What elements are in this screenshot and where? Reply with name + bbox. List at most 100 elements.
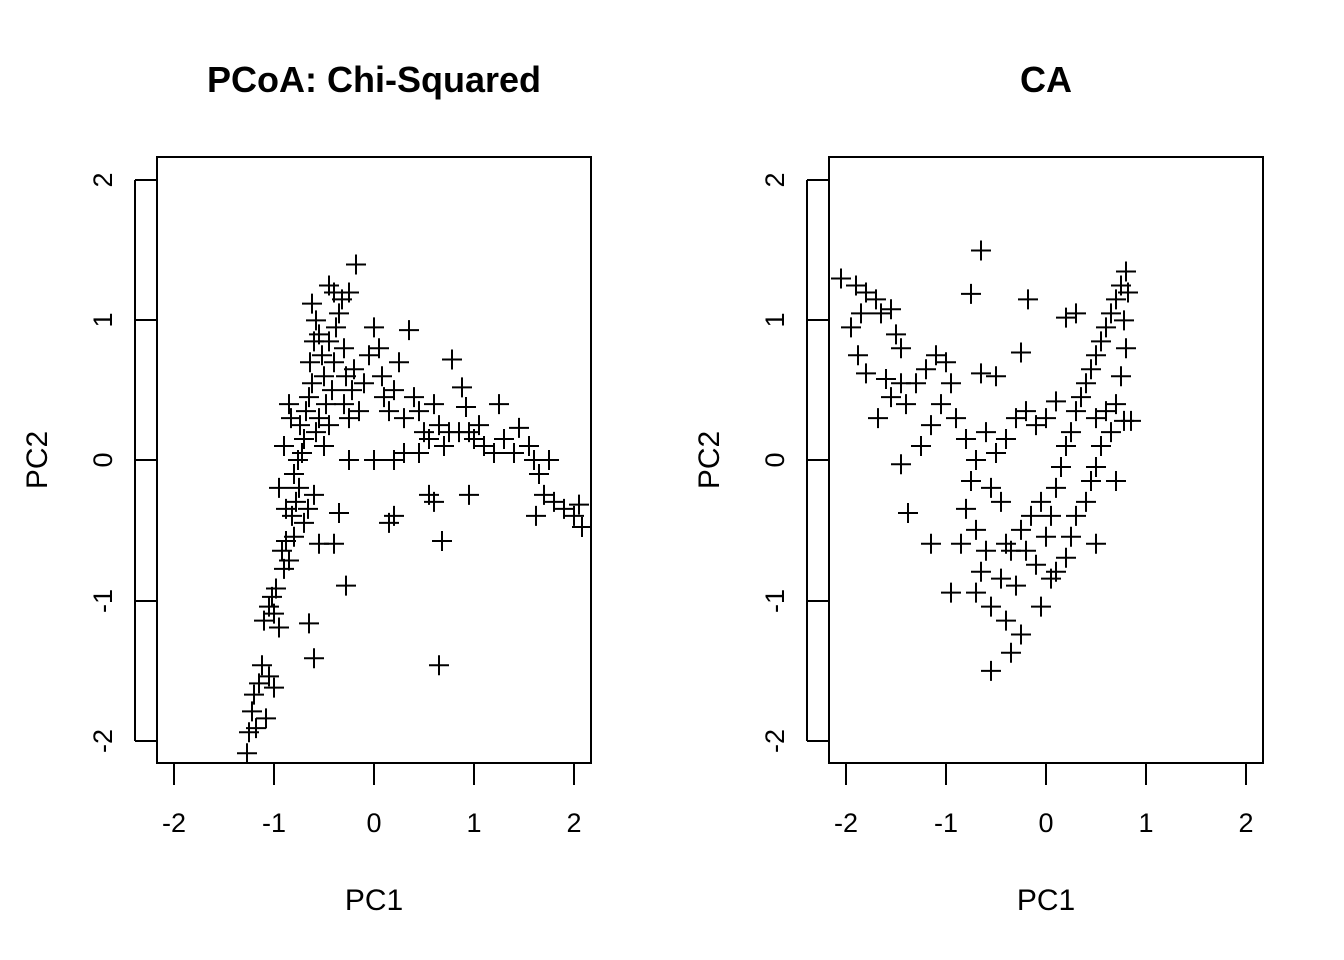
data-point [342,380,362,401]
data-point [961,470,981,491]
data-point [1086,408,1106,429]
data-point [529,463,549,484]
data-point [1011,519,1031,540]
data-point [432,530,452,551]
data-point [996,610,1016,631]
data-point [256,708,276,729]
data-point [991,491,1011,512]
y-tick-label: 0 [760,452,790,467]
panel-pcoa: PCoA: Chi-Squared -2 -1 0 1 2 -2 -1 0 1 [21,59,592,917]
data-point [269,477,289,498]
data-point [319,275,339,296]
data-point [956,429,976,450]
data-point [848,345,868,366]
data-point [289,477,309,498]
data-point [1121,410,1141,431]
y-tick-label: 1 [760,312,790,327]
data-point [1101,422,1121,443]
data-point [1021,505,1041,526]
data-point [246,718,266,739]
data-point [319,331,339,352]
data-point [284,463,304,484]
data-point [274,436,294,457]
data-point [1086,456,1106,477]
data-point [961,283,981,304]
data-point [896,394,916,415]
data-point [951,533,971,554]
data-point [891,338,911,359]
data-point [1011,624,1031,645]
data-point [329,503,349,524]
data-point [384,380,404,401]
data-point [916,359,936,380]
data-point [1066,303,1086,324]
chart-title: PCoA: Chi-Squared [207,59,541,100]
data-point [262,586,282,607]
data-point [1106,289,1126,310]
x-tick-label: -1 [934,808,958,838]
data-point [452,377,472,398]
data-point [489,394,509,415]
data-point [409,401,429,422]
data-point [971,240,991,261]
data-point [891,454,911,475]
data-point [298,498,318,519]
x-tick-label: -2 [834,808,858,838]
data-point [1031,491,1051,512]
data-point [946,408,966,429]
data-point [346,254,366,275]
data-point [306,422,326,443]
y-tick-label: 2 [88,172,118,187]
data-point [1046,477,1066,498]
data-point [494,429,514,450]
data-point [509,417,529,438]
data-point [941,582,961,603]
y-tick-label: 2 [760,172,790,187]
data-point [314,436,334,457]
data-point [404,387,424,408]
data-point [409,443,429,464]
data-point [384,505,404,526]
data-point [296,401,316,422]
data-point [399,320,419,341]
data-point [519,436,539,457]
data-point [981,660,1001,681]
data-point [876,369,896,390]
data-point [276,498,296,519]
data-point [841,317,861,338]
y-axis-label: PC2 [693,431,726,489]
scatter-points [237,254,592,764]
data-point [906,373,926,394]
x-axis-label: PC1 [345,884,403,917]
data-point [539,450,559,470]
y-tick-label: 1 [88,312,118,327]
data-point [1036,526,1056,547]
data-point [831,268,851,289]
data-point [564,505,584,526]
x-axis: -2 -1 0 1 2 [162,762,582,838]
data-point [1081,359,1101,380]
data-point [314,366,334,387]
data-point [1081,470,1101,491]
data-point [966,519,986,540]
data-point [429,655,449,676]
data-point [364,450,384,470]
data-point [1066,401,1086,422]
data-point [868,408,888,429]
data-point [424,394,444,415]
data-point [1056,307,1076,328]
x-tick-label: 1 [466,808,481,838]
data-point [1046,561,1066,582]
data-point [504,443,524,464]
data-point [304,648,324,669]
data-point [956,498,976,519]
data-point [279,394,299,415]
x-tick-label: -2 [162,808,186,838]
x-tick-label: -1 [262,808,286,838]
data-point [266,578,286,599]
y-tick-label: -1 [760,589,790,613]
data-point [1116,338,1136,359]
data-point [264,677,284,698]
data-point [442,349,462,370]
